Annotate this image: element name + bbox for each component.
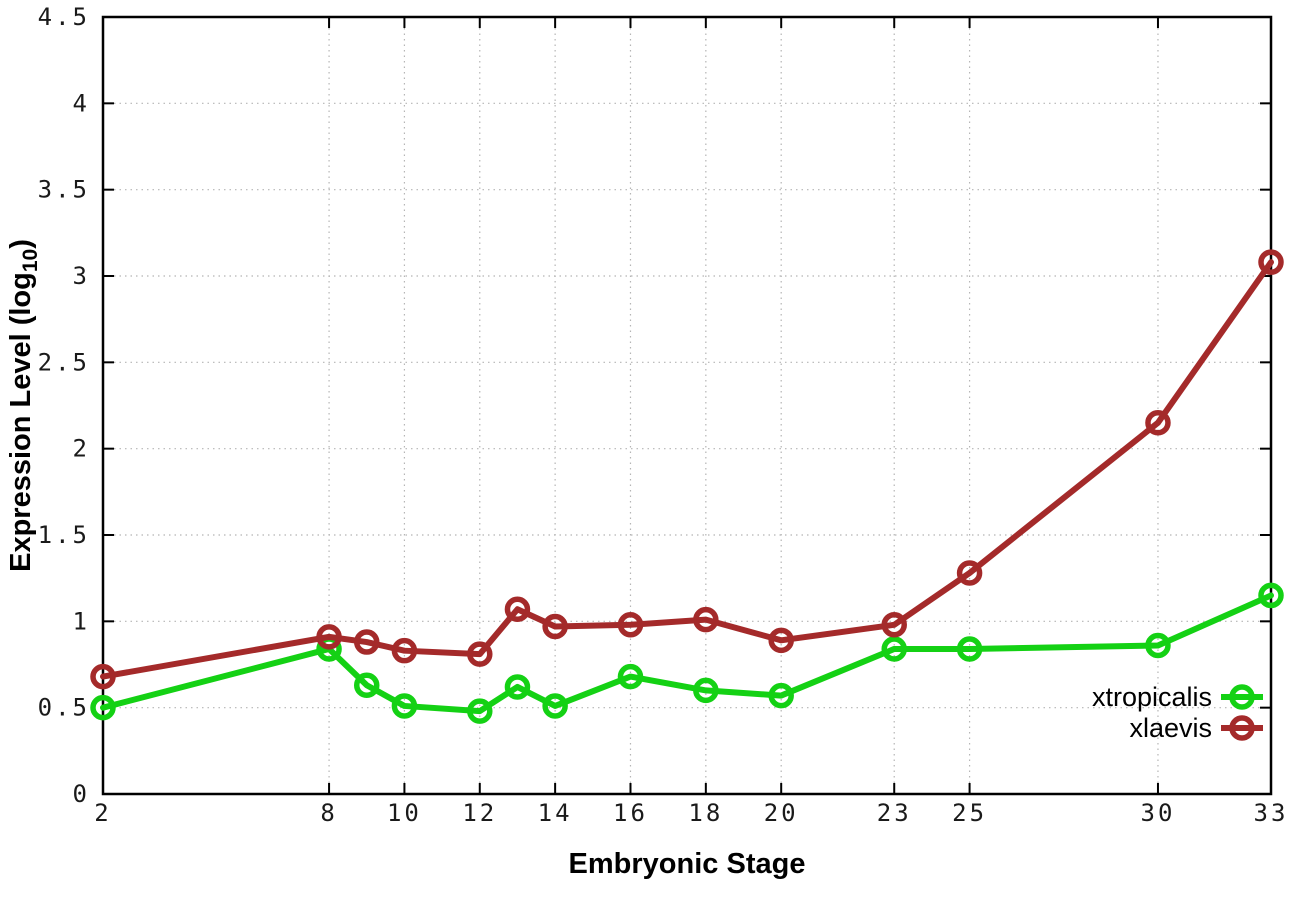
legend-label: xtropicalis bbox=[1092, 682, 1212, 712]
x-tick-label: 25 bbox=[952, 799, 987, 827]
series-line-xlaevis bbox=[100, 259, 1274, 680]
legend-item-xtropicalis: xtropicalis bbox=[1092, 682, 1263, 712]
y-tick-label: 3.5 bbox=[38, 176, 90, 204]
y-tick-label: 2 bbox=[73, 435, 90, 463]
x-tick-label: 8 bbox=[320, 799, 337, 827]
y-tick-labels: 0 0.5 1 1.5 2 2.5 3 3.5 4 4.5 bbox=[38, 3, 90, 808]
x-tick-label: 18 bbox=[688, 799, 723, 827]
data-point-xlaevis-stage-20 bbox=[768, 627, 794, 654]
data-point-xtropicalis-stage-23 bbox=[881, 636, 907, 662]
x-tick-label: 20 bbox=[764, 799, 799, 827]
data-point-xlaevis-stage-10 bbox=[391, 637, 418, 664]
data-point-xtropicalis-stage-9 bbox=[353, 672, 380, 698]
x-tick-label: 14 bbox=[538, 799, 573, 827]
y-axis-title: Expression Level (log10) bbox=[5, 239, 42, 572]
data-point-xlaevis-stage-13 bbox=[504, 596, 531, 622]
y-tick-label: 0 bbox=[73, 780, 90, 808]
tick-marks bbox=[102, 16, 1272, 795]
data-point-xlaevis-stage-2 bbox=[90, 663, 116, 690]
y-tick-label: 1.5 bbox=[38, 521, 90, 549]
x-tick-label: 23 bbox=[877, 799, 912, 827]
data-point-xlaevis-stage-23 bbox=[881, 612, 907, 638]
x-axis-title: Embryonic Stage bbox=[569, 848, 806, 880]
data-point-xtropicalis-stage-12 bbox=[467, 698, 493, 724]
data-point-xtropicalis-stage-18 bbox=[693, 677, 719, 704]
y-tick-label: 2.5 bbox=[38, 348, 90, 376]
series-xtropicalis bbox=[90, 582, 1284, 724]
data-point-xlaevis-stage-25 bbox=[956, 560, 983, 586]
x-tick-label: 10 bbox=[387, 799, 422, 827]
x-tick-label: 2 bbox=[94, 799, 111, 827]
data-point-xtropicalis-stage-20 bbox=[768, 682, 794, 709]
data-point-xtropicalis-stage-14 bbox=[542, 693, 568, 719]
data-point-xtropicalis-stage-10 bbox=[391, 693, 418, 719]
x-tick-label: 33 bbox=[1254, 799, 1289, 827]
data-point-xtropicalis-stage-30 bbox=[1145, 632, 1171, 659]
data-point-xlaevis-stage-12 bbox=[467, 641, 493, 667]
legend-item-xlaevis: xlaevis bbox=[1129, 713, 1263, 743]
legend-sample-marker bbox=[1229, 684, 1255, 710]
data-point-xtropicalis-stage-25 bbox=[956, 636, 983, 662]
y-tick-label: 0.5 bbox=[38, 694, 90, 722]
data-point-xlaevis-stage-16 bbox=[617, 612, 644, 638]
legend-label: xlaevis bbox=[1129, 713, 1212, 743]
x-tick-labels: 2 8 10 12 14 16 18 20 23 25 30 33 bbox=[94, 799, 1289, 827]
y-tick-label: 4 bbox=[73, 89, 90, 117]
legend-sample-marker bbox=[1229, 715, 1255, 741]
data-point-xtropicalis-stage-16 bbox=[617, 663, 644, 690]
y-tick-label: 1 bbox=[73, 607, 90, 635]
x-tick-label: 30 bbox=[1141, 799, 1176, 827]
x-tick-label: 12 bbox=[462, 799, 497, 827]
y-tick-label: 3 bbox=[73, 262, 90, 290]
y-tick-label: 4.5 bbox=[38, 3, 90, 31]
data-point-xtropicalis-stage-2 bbox=[90, 694, 116, 721]
data-point-xlaevis-stage-18 bbox=[693, 606, 719, 633]
data-point-xlaevis-stage-9 bbox=[353, 629, 380, 655]
data-point-xlaevis-stage-33 bbox=[1258, 249, 1284, 275]
data-point-xlaevis-stage-14 bbox=[542, 613, 568, 640]
data-point-xlaevis-stage-8 bbox=[316, 624, 342, 650]
data-point-xlaevis-stage-30 bbox=[1145, 410, 1171, 436]
series-xlaevis bbox=[90, 249, 1284, 690]
data-point-xtropicalis-stage-33 bbox=[1258, 582, 1284, 609]
x-tick-label: 16 bbox=[613, 799, 648, 827]
data-point-xtropicalis-stage-13 bbox=[504, 674, 531, 700]
plot-border bbox=[101, 15, 1273, 796]
